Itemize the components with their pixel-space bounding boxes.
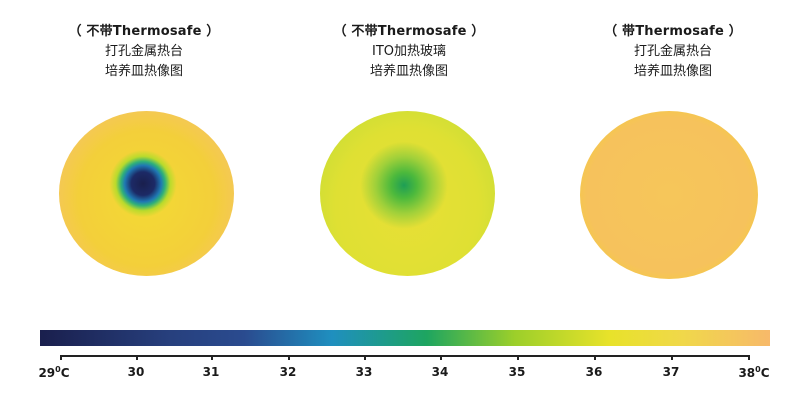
scale-axis-line	[60, 355, 750, 357]
thermal-dish-ito-glass	[320, 111, 495, 276]
subtitle-line-2: 培养皿热像图	[104, 64, 183, 79]
panel-heading-1: （ 不带Thermosafe ） 打孔金属热台 培养皿热像图	[44, 22, 244, 82]
panel-heading-3: （ 带Thermosafe ） 打孔金属热台 培养皿热像图	[573, 22, 773, 82]
scale-label: 30	[127, 365, 145, 379]
scale-label: 35	[508, 365, 526, 379]
scale-tick	[288, 355, 290, 360]
scale-label-min: 290C	[38, 365, 70, 380]
panel-heading-2: （ 不带Thermosafe ） ITO加热玻璃 培养皿热像图	[309, 22, 509, 82]
scale-tick	[364, 355, 366, 360]
scale-tick	[594, 355, 596, 360]
scale-label: 34	[431, 365, 449, 379]
scale-label: 33	[355, 365, 373, 379]
scale-label: 32	[279, 365, 297, 379]
scale-tick	[440, 355, 442, 360]
temperature-color-scale	[40, 330, 770, 346]
scale-label: 37	[662, 365, 680, 379]
heading-text: （ 带Thermosafe ）	[604, 24, 742, 39]
subtitle-line-2: 培养皿热像图	[633, 64, 712, 79]
scale-tick	[60, 355, 62, 360]
heading-text: （ 不带Thermosafe ）	[333, 24, 485, 39]
subtitle-line-2: 培养皿热像图	[369, 64, 448, 79]
thermal-dish-with-thermosafe	[580, 111, 758, 279]
scale-tick	[671, 355, 673, 360]
subtitle-line-1: 打孔金属热台	[104, 44, 183, 59]
thermal-dish-metal-stage	[59, 111, 234, 276]
scale-label: 36	[585, 365, 603, 379]
scale-tick	[136, 355, 138, 360]
scale-tick	[517, 355, 519, 360]
scale-label-max: 380C	[738, 365, 770, 380]
scale-tick	[211, 355, 213, 360]
scale-label: 31	[202, 365, 220, 379]
subtitle-line-1: ITO加热玻璃	[371, 44, 446, 59]
heading-text: （ 不带Thermosafe ）	[68, 24, 220, 39]
subtitle-line-1: 打孔金属热台	[633, 44, 712, 59]
scale-tick	[748, 355, 750, 360]
